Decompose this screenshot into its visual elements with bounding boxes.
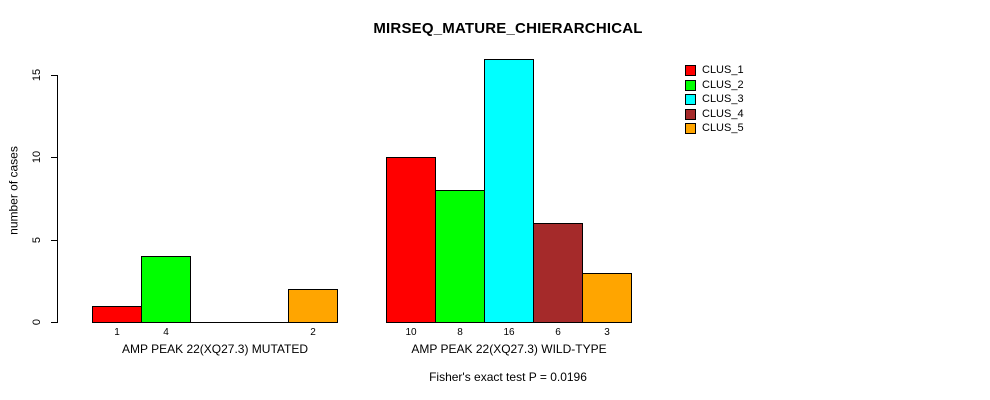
fisher-test-annotation: Fisher's exact test P = 0.0196 (429, 370, 587, 384)
bar (386, 157, 436, 323)
legend-label: CLUS_3 (702, 93, 744, 105)
group-label: AMP PEAK 22(XQ27.3) MUTATED (121, 342, 309, 356)
bar (190, 322, 240, 323)
bar-value-label: 2 (310, 327, 316, 338)
legend-swatch (685, 65, 696, 76)
y-tick-label: 0 (31, 318, 43, 326)
bar-value-label: 16 (503, 327, 515, 338)
legend-label: CLUS_2 (702, 78, 744, 91)
legend-label: CLUS_4 (702, 107, 744, 120)
y-tick-mark (51, 157, 58, 158)
chart-title: MIRSEQ_MATURE_CHIERARCHICAL (373, 20, 643, 37)
bar-value-label: 10 (405, 327, 417, 338)
legend-swatch (685, 94, 696, 105)
legend-label: CLUS_5 (702, 122, 744, 134)
bar (92, 306, 142, 323)
y-axis-label: number of cases (6, 146, 21, 235)
bar (239, 322, 289, 323)
bar-value-label: 6 (555, 327, 561, 338)
legend-swatch (685, 79, 696, 91)
bar-value-label: 1 (114, 327, 120, 338)
bar (484, 59, 534, 323)
bar-value-label: 3 (604, 327, 610, 338)
bar-value-label: 8 (457, 327, 463, 338)
y-tick-mark (51, 75, 58, 76)
y-tick-mark (51, 240, 58, 241)
bar (533, 223, 583, 323)
bar (141, 256, 191, 323)
legend-swatch (685, 108, 696, 120)
bar (435, 190, 485, 323)
legend-swatch (685, 123, 696, 134)
y-tick-label: 5 (31, 236, 43, 244)
bar (288, 289, 338, 323)
bar (582, 273, 632, 323)
y-tick-label: 15 (31, 68, 43, 82)
bar-value-label: 4 (163, 327, 169, 338)
group-label: AMP PEAK 22(XQ27.3) WILD-TYPE (411, 342, 607, 356)
y-axis (57, 74, 58, 323)
legend-label: CLUS_1 (702, 64, 744, 76)
y-tick-mark (51, 322, 58, 323)
y-tick-label: 10 (31, 150, 43, 164)
